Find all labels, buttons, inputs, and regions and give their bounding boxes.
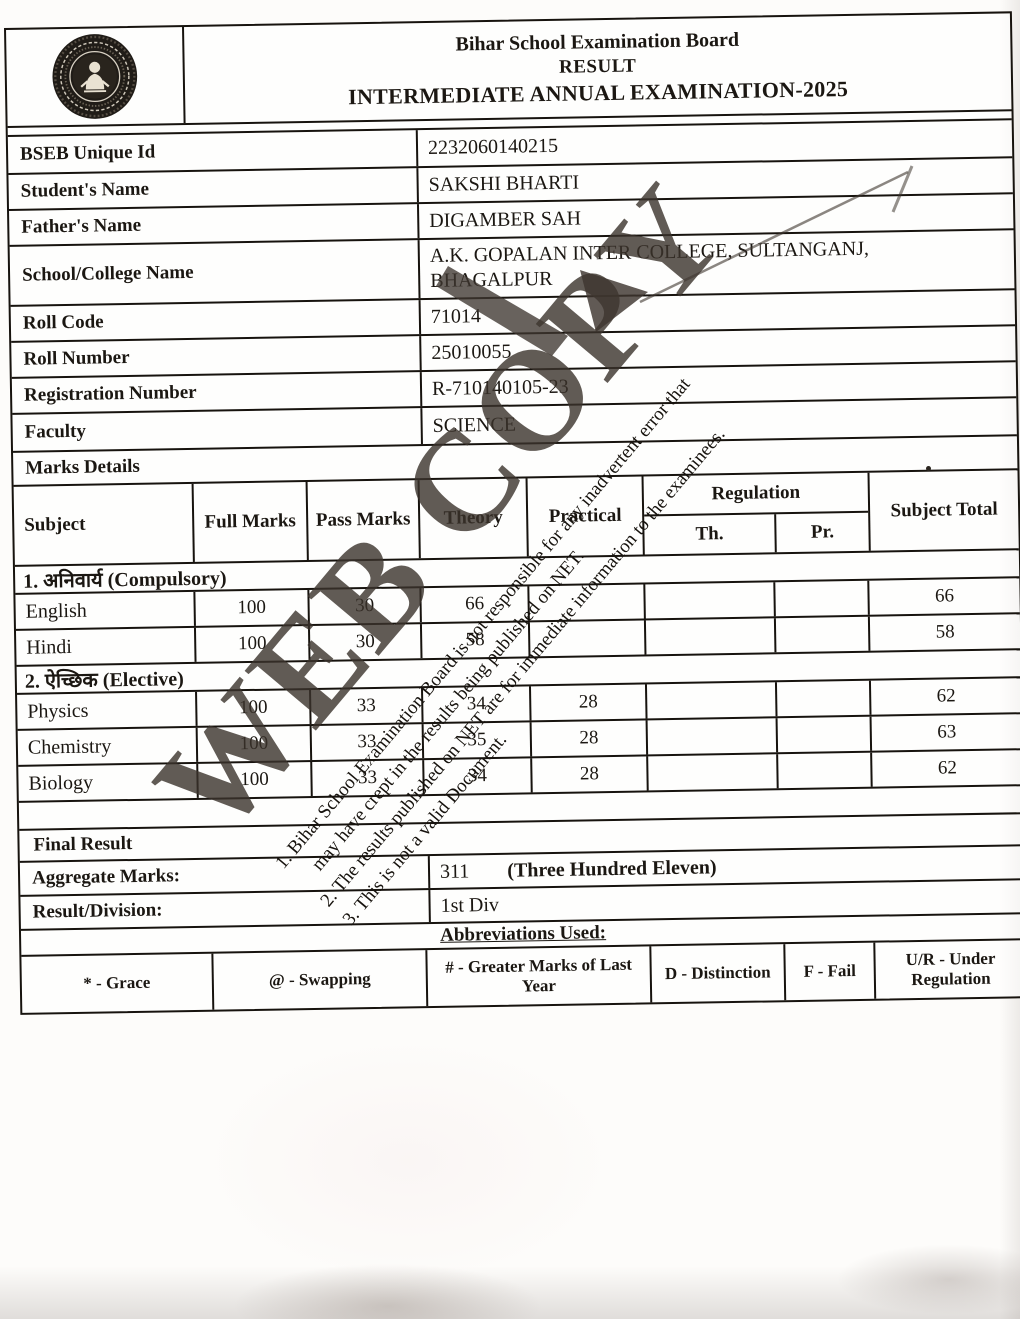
subject-name: English xyxy=(15,591,196,629)
header-regulation-th: Th. xyxy=(644,514,777,555)
full-marks: 100 xyxy=(195,626,311,662)
practical-marks: 28 xyxy=(531,720,649,757)
subject-total: 63 xyxy=(937,721,957,743)
aggregate-number: 311 xyxy=(439,859,470,883)
header-regulation-group: Regulation Th. Pr. xyxy=(643,472,871,555)
header-subject: Subject xyxy=(13,483,195,565)
regulation-th xyxy=(647,718,779,755)
regulation-th xyxy=(645,618,777,655)
regulation-pr xyxy=(776,680,872,717)
field-label: School/College Name xyxy=(9,240,421,305)
regulation-th xyxy=(646,682,778,719)
full-marks: 100 xyxy=(197,690,312,726)
practical-marks: 28 xyxy=(532,756,649,793)
board-name: Bihar School Examination Board xyxy=(455,28,740,56)
practical-marks xyxy=(529,584,646,621)
regulation-pr xyxy=(777,716,873,753)
subject-total: 66 xyxy=(934,585,955,607)
abbrev-under-regulation: U/R - Under Regulation xyxy=(905,948,996,990)
pass-marks: 33 xyxy=(311,688,424,724)
regulation-pr xyxy=(775,580,870,617)
subject-name: Chemistry xyxy=(17,727,199,765)
scan-dot-artifact xyxy=(926,466,931,471)
practical-marks xyxy=(529,620,647,657)
aggregate-in-words: (Three Hundred Eleven) xyxy=(507,855,717,882)
field-label: Registration Number xyxy=(11,372,423,413)
header-pass-marks: Pass Marks xyxy=(307,480,421,561)
exam-title: INTERMEDIATE ANNUAL EXAMINATION-2025 xyxy=(347,75,849,109)
subject-total: 62 xyxy=(937,757,958,779)
subject-name: Hindi xyxy=(15,627,197,665)
pass-marks: 33 xyxy=(312,760,425,796)
abbrev-fail: F - Fail xyxy=(785,942,877,1001)
regulation-pr xyxy=(775,616,871,653)
header-regulation-subcells: Th. Pr. xyxy=(644,513,869,555)
title-block: Bihar School Examination Board RESULT IN… xyxy=(184,13,1011,123)
aggregate-marks-label: Aggregate Marks: xyxy=(19,856,431,895)
result-document: Bihar School Examination Board RESULT IN… xyxy=(4,11,1020,1015)
regulation-th xyxy=(645,582,776,619)
field-label: Faculty xyxy=(12,408,423,451)
subject-total: 62 xyxy=(936,685,956,707)
field-label: Father's Name xyxy=(9,204,420,245)
document-header: Bihar School Examination Board RESULT IN… xyxy=(6,13,1012,128)
subject-name: Biology xyxy=(18,763,199,801)
theory-marks: 66 xyxy=(421,586,530,623)
field-label: BSEB Unique Id xyxy=(7,130,419,173)
abbrev-swapping: @ - Swapping xyxy=(213,950,429,1010)
subject-total: 58 xyxy=(935,621,955,643)
header-practical: Practical xyxy=(527,476,645,557)
field-label: Student's Name xyxy=(8,168,419,209)
theory-marks: 35 xyxy=(423,722,533,759)
regulation-th xyxy=(648,754,779,791)
bseb-seal-icon xyxy=(52,34,138,119)
theory-marks: 34 xyxy=(423,686,532,723)
header-theory: Theory xyxy=(419,478,529,559)
pass-marks: 30 xyxy=(309,624,423,661)
header-regulation-pr: Pr. xyxy=(810,521,835,543)
field-label: Roll Number xyxy=(11,336,422,377)
header-full-marks: Full Marks xyxy=(193,482,309,562)
pass-marks: 33 xyxy=(311,724,425,760)
subject-name: Physics xyxy=(17,691,198,729)
result-division-label: Result/Division: xyxy=(20,890,431,929)
regulation-pr xyxy=(778,752,873,789)
full-marks: 100 xyxy=(198,761,313,798)
header-regulation: Regulation xyxy=(643,472,869,517)
practical-marks: 28 xyxy=(530,684,648,721)
field-label: Roll Code xyxy=(10,300,422,341)
full-marks: 100 xyxy=(195,590,310,626)
theory-marks: 58 xyxy=(421,622,531,659)
full-marks: 100 xyxy=(197,725,313,762)
abbrev-distinction: D - Distinction xyxy=(651,944,787,1003)
logo-cell xyxy=(6,27,186,126)
theory-marks: 34 xyxy=(424,758,533,795)
abbrev-grace: * - Grace xyxy=(21,953,215,1013)
abbreviations-title: Abbreviations Used: xyxy=(439,922,607,946)
pass-marks: 30 xyxy=(309,588,422,625)
field-value: A.K. GOPALAN INTER COLLEGE, SULTANGANJ, … xyxy=(429,237,870,292)
abbrev-greater-marks: # - Greater Marks of Last Year xyxy=(427,946,653,1007)
result-label: RESULT xyxy=(558,55,637,78)
header-subject-total: Subject Total xyxy=(890,498,998,522)
